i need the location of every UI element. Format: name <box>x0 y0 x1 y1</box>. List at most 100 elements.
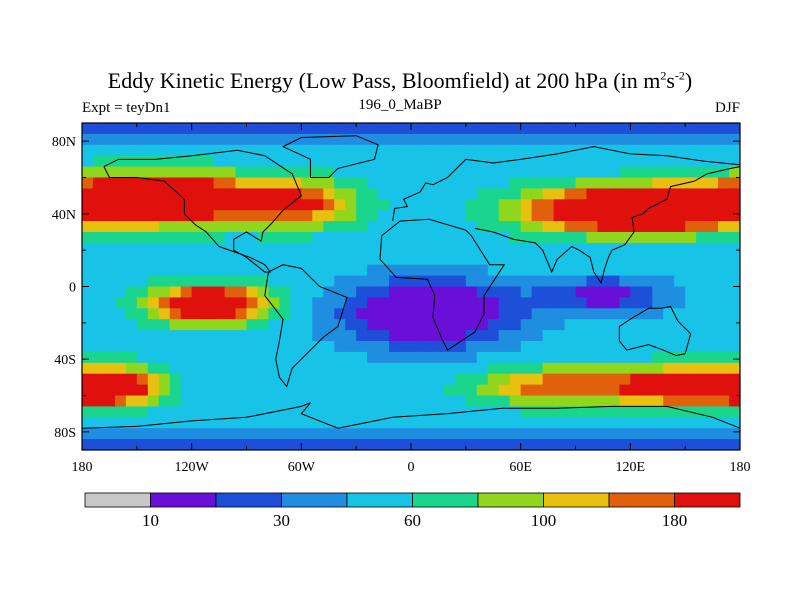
field-cell <box>257 177 270 189</box>
field-cell <box>334 188 346 200</box>
field-cell <box>136 428 149 440</box>
field-cell <box>575 210 588 222</box>
field-cell <box>531 275 544 288</box>
field-cell <box>268 177 280 189</box>
field-cell <box>147 286 160 298</box>
field-cell <box>542 362 555 375</box>
field-cell <box>213 253 226 266</box>
field-cell <box>323 123 335 135</box>
field-cell <box>630 417 642 429</box>
field-cell <box>411 373 423 386</box>
field-cell <box>575 177 588 189</box>
field-cell <box>575 308 588 320</box>
field-cell <box>674 177 686 189</box>
field-cell <box>553 123 566 135</box>
field-cell <box>520 275 533 288</box>
field-cell <box>246 384 259 397</box>
field-cell <box>301 210 313 222</box>
field-cell <box>389 319 401 331</box>
field-cell <box>411 177 423 189</box>
field-cell <box>202 308 215 320</box>
field-cell <box>147 384 160 397</box>
field-cell <box>356 286 368 298</box>
y-tick-label: 0 <box>69 281 76 296</box>
field-cell <box>125 351 138 364</box>
field-cell <box>191 341 204 353</box>
field-cell <box>531 155 544 168</box>
field-cell <box>389 286 401 298</box>
field-cell <box>586 428 599 440</box>
field-cell <box>82 199 94 211</box>
field-cell <box>531 144 544 157</box>
field-cell <box>553 384 566 397</box>
field-cell <box>323 384 335 397</box>
field-cell <box>476 188 489 200</box>
field-cell <box>356 428 368 440</box>
field-cell <box>498 439 511 450</box>
field-cell <box>290 232 302 244</box>
field-cell <box>674 428 686 440</box>
field-cell <box>136 133 149 146</box>
field-cell <box>257 351 270 364</box>
field-cell <box>674 373 686 386</box>
field-cell <box>520 199 533 211</box>
field-cell <box>202 428 215 440</box>
field-cell <box>674 264 686 277</box>
field-cell <box>158 362 171 375</box>
field-cell <box>553 395 566 407</box>
field-cell <box>268 319 280 331</box>
field-cell <box>520 166 533 179</box>
field-cell <box>674 439 686 450</box>
field-cell <box>729 362 740 375</box>
field-cell <box>389 253 401 266</box>
field-cell <box>367 351 379 364</box>
field-cell <box>235 188 248 200</box>
field-cell <box>312 177 324 189</box>
field-cell <box>542 264 555 277</box>
field-cell <box>476 210 489 222</box>
field-cell <box>553 199 566 211</box>
field-cell <box>619 395 631 407</box>
field-cell <box>235 133 248 146</box>
field-cell <box>235 428 248 440</box>
field-cell <box>136 221 149 233</box>
field-cell <box>685 384 697 397</box>
field-cell <box>729 417 740 429</box>
field-cell <box>531 133 544 146</box>
field-cell <box>367 210 379 222</box>
field-cell <box>224 330 237 342</box>
field-cell <box>169 406 182 418</box>
field-cell <box>575 253 588 266</box>
colorbar-box <box>608 492 675 508</box>
field-cell <box>641 351 653 364</box>
field-cell <box>498 395 511 407</box>
field-cell <box>575 232 588 244</box>
field-cell <box>531 264 544 277</box>
field-cell <box>718 155 730 168</box>
field-cell <box>663 319 675 331</box>
field-cell <box>663 308 675 320</box>
field-cell <box>674 242 686 255</box>
field-cell <box>158 177 171 189</box>
field-cell <box>257 275 270 288</box>
field-cell <box>454 221 467 233</box>
field-cell <box>367 242 379 255</box>
field-cell <box>443 166 456 179</box>
field-cell <box>246 264 259 277</box>
field-cell <box>630 221 642 233</box>
field-cell <box>235 439 248 450</box>
field-cell <box>443 319 456 331</box>
field-cell <box>82 395 94 407</box>
field-cell <box>246 232 259 244</box>
field-cell <box>334 417 346 429</box>
field-cell <box>257 166 270 179</box>
field-cell <box>553 144 566 157</box>
field-cell <box>356 373 368 386</box>
field-cell <box>246 188 259 200</box>
field-cell <box>279 253 291 266</box>
field-cell <box>191 373 204 386</box>
field-cell <box>246 308 259 320</box>
field-cell <box>367 199 379 211</box>
field-cell <box>158 253 171 266</box>
field-cell <box>487 297 500 309</box>
